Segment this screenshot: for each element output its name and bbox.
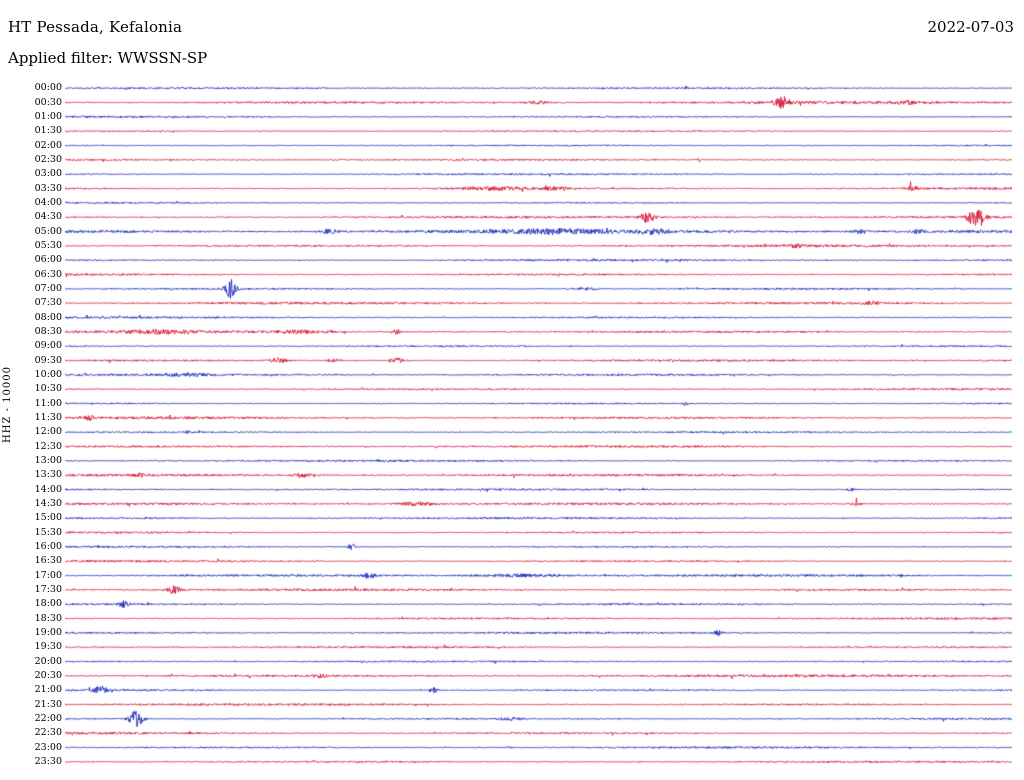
date-label: 2022-07-03: [927, 18, 1014, 36]
time-label: 17:00: [34, 569, 62, 581]
time-label: 10:00: [34, 368, 62, 380]
time-label: 00:00: [34, 82, 62, 94]
time-label: 05:30: [34, 239, 62, 251]
time-label: 01:00: [34, 110, 62, 122]
time-label: 16:00: [34, 540, 62, 552]
time-label: 04:00: [34, 196, 62, 208]
time-label: 13:30: [34, 469, 62, 481]
time-label: 12:30: [34, 440, 62, 452]
time-label: 23:30: [34, 755, 62, 767]
time-label: 19:00: [34, 626, 62, 638]
time-label: 09:00: [34, 340, 62, 352]
seismogram-canvas: [65, 81, 1012, 769]
time-label: 01:30: [34, 125, 62, 137]
station-title: HT Pessada, Kefalonia: [8, 18, 183, 36]
time-labels: 00:00 00:30 01:00 01:30 02:00 02:30 03:00 03:30…: [28, 81, 62, 769]
time-label: 05:00: [34, 225, 62, 237]
time-label: 10:30: [34, 383, 62, 395]
seismogram-plot: [65, 81, 1012, 769]
y-axis-label: HHZ - 10000: [2, 366, 13, 443]
time-label: 02:30: [34, 153, 62, 165]
time-label: 19:30: [34, 641, 62, 653]
time-label: 18:30: [34, 612, 62, 624]
time-label: 09:30: [34, 354, 62, 366]
time-label: 03:30: [34, 182, 62, 194]
time-label: 15:00: [34, 512, 62, 524]
time-label: 11:30: [34, 411, 62, 423]
time-label: 16:30: [34, 555, 62, 567]
time-label: 21:30: [34, 698, 62, 710]
time-label: 17:30: [34, 583, 62, 595]
time-label: 00:30: [34, 96, 62, 108]
time-label: 11:00: [34, 397, 62, 409]
time-label: 12:00: [34, 426, 62, 438]
time-label: 20:30: [34, 669, 62, 681]
time-label: 08:00: [34, 311, 62, 323]
time-label: 06:00: [34, 254, 62, 266]
time-label: 13:00: [34, 454, 62, 466]
time-label: 23:00: [34, 741, 62, 753]
time-label: 07:00: [34, 282, 62, 294]
time-label: 14:00: [34, 483, 62, 495]
time-label: 18:00: [34, 598, 62, 610]
filter-label: Applied filter: WWSSN-SP: [8, 49, 208, 67]
time-label: 15:30: [34, 526, 62, 538]
time-label: 04:30: [34, 211, 62, 223]
time-label: 21:00: [34, 684, 62, 696]
time-label: 20:00: [34, 655, 62, 667]
time-label: 07:30: [34, 297, 62, 309]
time-label: 08:30: [34, 325, 62, 337]
time-label: 02:00: [34, 139, 62, 151]
time-label: 22:30: [34, 727, 62, 739]
time-label: 22:00: [34, 712, 62, 724]
time-label: 06:30: [34, 268, 62, 280]
time-label: 14:30: [34, 497, 62, 509]
time-label: 03:00: [34, 168, 62, 180]
